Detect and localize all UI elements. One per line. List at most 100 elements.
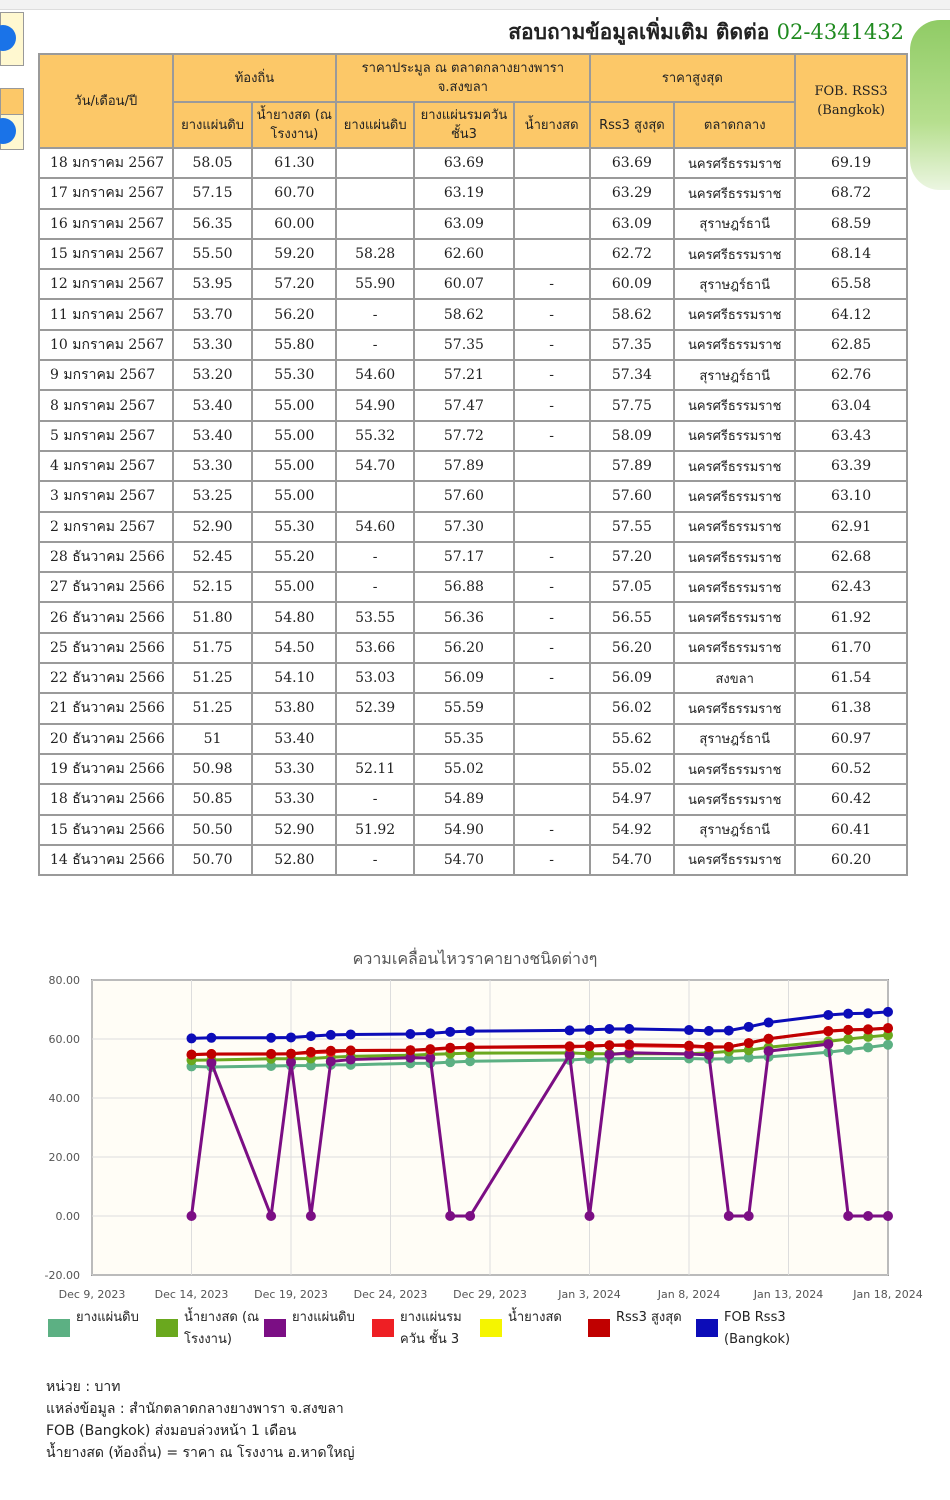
legend-item[interactable]: FOB Rss3 (Bangkok) [696,1307,800,1351]
cell-local-sheet: 52.15 [171,571,254,604]
cell-rss3-max: 57.89 [588,449,676,483]
cell-date: 15 ธันวาคม 2566 [38,813,174,846]
y-tick-label: -20.00 [45,1269,80,1282]
cell-auction-rss3: 56.20 [413,631,515,665]
data-point [345,1029,356,1040]
x-tick-label: Dec 29, 2023 [453,1288,527,1301]
footnotes: หน่วย : บาท แหล่งข้อมูล : สำนักตลาดกลางย… [46,1376,355,1464]
chart-title: ความเคลื่อนไหวราคายางชนิดต่างๆ [352,949,598,968]
cell-auction-latex: - [512,662,591,695]
cell-auction-rss3: 63.19 [413,177,515,210]
note-source: แหล่งข้อมูล : สำนักตลาดกลางยางพารา จ.สงข… [46,1401,344,1417]
legend-item[interactable]: น้ำยางสด (ณ โรงงาน) [156,1307,260,1351]
legend-label: ยางแผ่นรมควัน ชั้น 3 [400,1310,462,1347]
cell-local-latex: 53.80 [251,692,338,725]
cell-fob: 60.52 [794,752,908,786]
cell-auction-rss3: 57.21 [413,359,515,392]
cell-auction-sheet: 58.28 [335,237,416,271]
cell-fob: 68.59 [794,207,908,240]
cell-local-latex: 54.10 [251,662,338,695]
cell-auction-sheet: 54.70 [335,449,416,483]
cell-local-sheet: 50.98 [171,752,254,786]
x-tick-label: Dec 9, 2023 [59,1288,126,1301]
cell-rss3-max: 60.09 [588,268,676,301]
cell-market: นครศรีธรรมราช [673,571,797,604]
side-button-icon[interactable] [0,118,16,144]
side-widget [0,88,24,116]
cell-rss3-max: 57.05 [588,571,676,604]
side-button-icon[interactable] [0,25,16,51]
data-point [564,1025,575,1036]
data-point [405,1028,416,1039]
data-point [206,1032,217,1043]
cell-market: สุราษฎร์ธานี [673,813,797,846]
table-row: 11 มกราคม 2567 53.70 56.20-58.62-58.62 นครศ… [38,298,908,331]
phone-number[interactable]: 02-4341432 [776,20,904,44]
legend-item[interactable]: Rss3 สูงสุด [588,1307,692,1351]
cell-auction-latex [512,207,591,240]
data-point [445,1057,456,1068]
note-unit: หน่วย : บาท [46,1379,121,1395]
header-auction-rss3: ยางแผ่นรมควัน ชั้น3 [413,101,515,149]
data-point [723,1053,734,1064]
cell-fob: 62.68 [794,540,908,574]
table-row: 8 มกราคม 2567 53.40 55.00 54.90 57.47-57.75 น… [38,389,908,422]
cell-auction-sheet: 52.11 [335,752,416,786]
cell-market: นครศรีธรรมราช [673,631,797,665]
legend-item[interactable]: ยางแผ่นดิบ [48,1307,152,1351]
cell-local-sheet: 53.70 [171,298,254,331]
cell-fob: 60.42 [794,783,908,816]
cell-local-sheet: 51.25 [171,662,254,695]
legend-item[interactable]: ยางแผ่นดิบ [264,1307,368,1351]
legend-label: น้ำยางสด [508,1310,562,1325]
series-line-2 [190,1042,888,1218]
cell-rss3-max: 57.75 [588,389,676,422]
cell-local-sheet: 51 [171,722,254,755]
data-point [266,1032,277,1043]
legend-item[interactable]: ยางแผ่นรมควัน ชั้น 3 [372,1307,476,1351]
header-fob: FOB. RSS3 (Bangkok) [794,53,908,149]
legend-swatch [588,1319,610,1337]
cell-rss3-max: 63.29 [588,177,676,210]
cell-auction-sheet: 55.32 [335,419,416,452]
table-row: 12 มกราคม 2567 53.95 57.20 55.90 60.07-60.09… [38,268,908,301]
data-point [465,1026,476,1037]
cell-fob: 63.10 [794,480,908,513]
legend-item[interactable]: น้ำยางสด [480,1307,584,1351]
header-local-latex: น้ำยางสด (ณ โรงงาน) [251,101,338,149]
header-market: ตลาดกลาง [673,101,797,149]
cell-local-sheet: 53.95 [171,268,254,301]
cell-fob: 62.76 [794,359,908,392]
cell-market: นครศรีธรรมราช [673,752,797,786]
data-point [763,1046,774,1057]
cell-rss3-max: 54.92 [588,813,676,846]
header-local-sheet: ยางแผ่นดิบ [171,101,254,149]
data-point [743,1038,754,1049]
data-point [843,1008,854,1019]
cell-auction-latex: - [512,571,591,604]
cell-fob: 61.70 [794,631,908,665]
cell-rss3-max: 57.34 [588,359,676,392]
data-point [863,1211,874,1221]
cell-local-latex: 55.00 [251,389,338,422]
x-tick-label: Dec 14, 2023 [155,1288,229,1301]
data-point [684,1025,694,1036]
cell-auction-rss3: 57.17 [413,540,515,574]
cell-fob: 63.04 [794,389,908,422]
table-row: 18 ธันวาคม 2566 50.85 53.30-54.89 54.97 นครศ… [38,783,908,816]
data-point [425,1044,436,1055]
cell-local-latex: 55.00 [251,571,338,604]
cell-date: 18 ธันวาคม 2566 [38,783,174,816]
data-point [584,1024,595,1035]
cell-fob: 60.20 [794,843,908,877]
cell-rss3-max: 62.72 [588,237,676,271]
legend-label: FOB Rss3 (Bangkok) [724,1310,791,1347]
cell-rss3-max: 54.70 [588,843,676,877]
data-point [883,1006,893,1017]
cell-auction-rss3: 56.09 [413,662,515,695]
data-point [604,1040,615,1051]
data-point [723,1041,734,1052]
cell-local-sheet: 53.30 [171,328,254,362]
data-point [883,1023,893,1034]
cell-fob: 61.54 [794,662,908,695]
